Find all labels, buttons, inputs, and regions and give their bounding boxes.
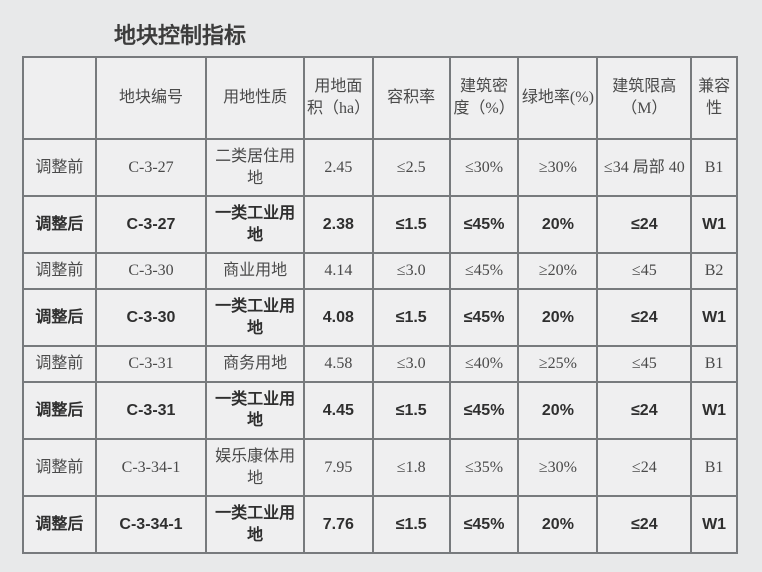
table-cell: ≤45% bbox=[450, 253, 519, 289]
table-cell: 调整前 bbox=[23, 346, 96, 382]
table-body: 调整前C-3-27二类居住用地2.45≤2.5≤30%≥30%≤34 局部 40… bbox=[23, 139, 737, 553]
table-cell: ≤1.5 bbox=[373, 289, 450, 346]
table-cell: 4.14 bbox=[304, 253, 373, 289]
table-cell: ≤24 bbox=[597, 496, 691, 553]
table-cell: C-3-34-1 bbox=[96, 439, 206, 496]
table-cell: ≤24 bbox=[597, 196, 691, 253]
table-cell: 调整前 bbox=[23, 139, 96, 196]
col-header-landuse: 用地性质 bbox=[206, 57, 304, 139]
table-cell: 4.58 bbox=[304, 346, 373, 382]
col-header-far: 容积率 bbox=[373, 57, 450, 139]
col-header-area: 用地面积（ha） bbox=[304, 57, 373, 139]
table-row: 调整后C-3-27一类工业用地2.38≤1.5≤45%20%≤24W1 bbox=[23, 196, 737, 253]
table-cell: C-3-30 bbox=[96, 289, 206, 346]
table-cell: 调整后 bbox=[23, 382, 96, 439]
table-cell: 调整前 bbox=[23, 253, 96, 289]
control-indicator-table: 地块编号 用地性质 用地面积（ha） 容积率 建筑密度（%） 绿地率(%) 建筑… bbox=[22, 56, 738, 554]
table-row: 调整后C-3-30一类工业用地4.08≤1.5≤45%20%≤24W1 bbox=[23, 289, 737, 346]
table-cell: ≤3.0 bbox=[373, 346, 450, 382]
table-cell: C-3-34-1 bbox=[96, 496, 206, 553]
table-cell: 一类工业用地 bbox=[206, 196, 304, 253]
table-row: 调整后C-3-31一类工业用地4.45≤1.5≤45%20%≤24W1 bbox=[23, 382, 737, 439]
table-cell: ≤40% bbox=[450, 346, 519, 382]
table-cell: 4.08 bbox=[304, 289, 373, 346]
table-cell: C-3-27 bbox=[96, 139, 206, 196]
table-cell: 一类工业用地 bbox=[206, 496, 304, 553]
table-cell: B1 bbox=[691, 139, 737, 196]
table-cell: 调整后 bbox=[23, 496, 96, 553]
table-cell: C-3-31 bbox=[96, 382, 206, 439]
col-header-density: 建筑密度（%） bbox=[450, 57, 519, 139]
table-cell: ≥25% bbox=[518, 346, 597, 382]
table-cell: B1 bbox=[691, 439, 737, 496]
table-cell: ≥30% bbox=[518, 439, 597, 496]
table-cell: C-3-31 bbox=[96, 346, 206, 382]
table-cell: 一类工业用地 bbox=[206, 382, 304, 439]
table-row: 调整后C-3-34-1一类工业用地7.76≤1.5≤45%20%≤24W1 bbox=[23, 496, 737, 553]
table-cell: ≤45% bbox=[450, 289, 519, 346]
table-cell: W1 bbox=[691, 289, 737, 346]
table-cell: B2 bbox=[691, 253, 737, 289]
table-cell: W1 bbox=[691, 496, 737, 553]
table-cell: ≤34 局部 40 bbox=[597, 139, 691, 196]
col-header-green: 绿地率(%) bbox=[518, 57, 597, 139]
table-row: 调整前C-3-27二类居住用地2.45≤2.5≤30%≥30%≤34 局部 40… bbox=[23, 139, 737, 196]
table-cell: 调整前 bbox=[23, 439, 96, 496]
table-cell: 7.95 bbox=[304, 439, 373, 496]
table-cell: ≥30% bbox=[518, 139, 597, 196]
table-cell: 2.38 bbox=[304, 196, 373, 253]
table-cell: 一类工业用地 bbox=[206, 289, 304, 346]
col-header-blank bbox=[23, 57, 96, 139]
table-cell: 20% bbox=[518, 496, 597, 553]
table-cell: 2.45 bbox=[304, 139, 373, 196]
table-cell: ≤2.5 bbox=[373, 139, 450, 196]
table-title: 地块控制指标 bbox=[114, 18, 740, 50]
table-header-row: 地块编号 用地性质 用地面积（ha） 容积率 建筑密度（%） 绿地率(%) 建筑… bbox=[23, 57, 737, 139]
table-cell: ≤35% bbox=[450, 439, 519, 496]
table-cell: ≤24 bbox=[597, 382, 691, 439]
table-cell: W1 bbox=[691, 196, 737, 253]
table-row: 调整前C-3-34-1娱乐康体用地7.95≤1.8≤35%≥30%≤24B1 bbox=[23, 439, 737, 496]
table-row: 调整前C-3-30商业用地4.14≤3.0≤45%≥20%≤45B2 bbox=[23, 253, 737, 289]
table-cell: 7.76 bbox=[304, 496, 373, 553]
table-cell: ≤45 bbox=[597, 253, 691, 289]
table-cell: 20% bbox=[518, 382, 597, 439]
table-cell: 娱乐康体用地 bbox=[206, 439, 304, 496]
table-cell: 4.45 bbox=[304, 382, 373, 439]
table-cell: ≤1.5 bbox=[373, 196, 450, 253]
col-header-compat: 兼容性 bbox=[691, 57, 737, 139]
table-cell: ≤1.8 bbox=[373, 439, 450, 496]
table-cell: 调整后 bbox=[23, 289, 96, 346]
table-cell: ≤3.0 bbox=[373, 253, 450, 289]
table-cell: 20% bbox=[518, 289, 597, 346]
table-cell: ≤45% bbox=[450, 196, 519, 253]
table-cell: C-3-30 bbox=[96, 253, 206, 289]
table-cell: ≤1.5 bbox=[373, 496, 450, 553]
table-cell: 20% bbox=[518, 196, 597, 253]
table-cell: ≤1.5 bbox=[373, 382, 450, 439]
col-header-plot-id: 地块编号 bbox=[96, 57, 206, 139]
col-header-height: 建筑限高（M） bbox=[597, 57, 691, 139]
table-cell: 调整后 bbox=[23, 196, 96, 253]
table-cell: ≤24 bbox=[597, 439, 691, 496]
table-cell: ≤30% bbox=[450, 139, 519, 196]
table-cell: 商务用地 bbox=[206, 346, 304, 382]
table-cell: W1 bbox=[691, 382, 737, 439]
table-cell: 二类居住用地 bbox=[206, 139, 304, 196]
table-cell: 商业用地 bbox=[206, 253, 304, 289]
table-cell: ≤24 bbox=[597, 289, 691, 346]
table-cell: ≥20% bbox=[518, 253, 597, 289]
table-cell: ≤45% bbox=[450, 382, 519, 439]
table-cell: ≤45% bbox=[450, 496, 519, 553]
table-row: 调整前C-3-31商务用地4.58≤3.0≤40%≥25%≤45B1 bbox=[23, 346, 737, 382]
table-cell: C-3-27 bbox=[96, 196, 206, 253]
table-cell: ≤45 bbox=[597, 346, 691, 382]
table-cell: B1 bbox=[691, 346, 737, 382]
